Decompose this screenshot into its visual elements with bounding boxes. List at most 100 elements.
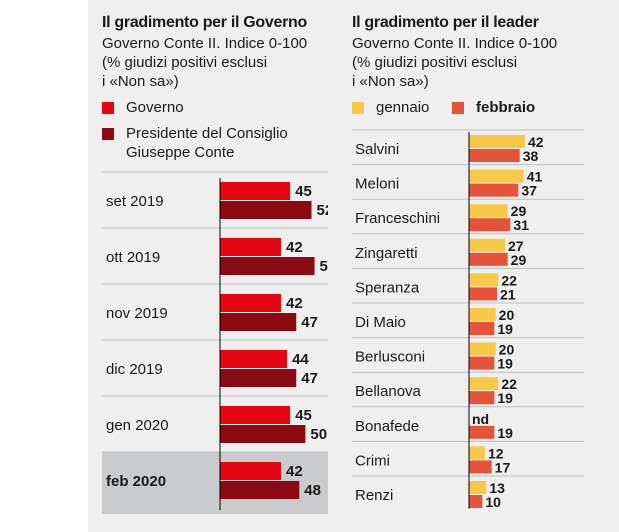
value-label-governo: 42 bbox=[286, 239, 303, 256]
bar-gennaio bbox=[469, 169, 524, 183]
leader-name-label: Franceschini bbox=[355, 210, 440, 227]
legend-label-governo: Governo bbox=[126, 99, 184, 116]
legend-swatch-febbraio bbox=[452, 102, 464, 114]
infographic-background bbox=[88, 0, 619, 532]
bar-gennaio bbox=[469, 135, 526, 148]
value-label-gennaio-nd: nd bbox=[472, 411, 489, 427]
governo-chart-subtitle: Governo Conte II. Indice 0-100 (% giudiz… bbox=[102, 34, 342, 91]
value-label-premier: 48 bbox=[304, 482, 321, 499]
value-label-febbraio: 17 bbox=[495, 459, 511, 475]
bar-governo bbox=[220, 238, 281, 256]
subtitle-line: Governo Conte II. Indice 0-100 bbox=[102, 35, 308, 52]
subtitle-line: Governo Conte II. Indice 0-100 bbox=[352, 35, 558, 52]
value-label-febbraio: 31 bbox=[513, 217, 529, 233]
bar-gennaio bbox=[469, 273, 499, 287]
value-label-premier: 52 bbox=[317, 202, 329, 219]
value-label-gennaio: 12 bbox=[488, 445, 504, 461]
value-label-febbraio: 19 bbox=[497, 356, 513, 372]
leader-name-label: Meloni bbox=[355, 176, 399, 193]
leader-name-label: Di Maio bbox=[355, 314, 406, 331]
value-label-premier: 50 bbox=[310, 426, 327, 443]
leader-name-label: Zingaretti bbox=[355, 245, 418, 262]
leader-name-label: Berlusconi bbox=[355, 349, 425, 366]
subtitle-line: (% giudizi positivi esclusi bbox=[352, 54, 518, 71]
value-label-premier: 47 bbox=[301, 370, 318, 387]
value-label-gennaio: 27 bbox=[508, 238, 524, 254]
value-label-gennaio: 13 bbox=[489, 480, 505, 496]
leader-name-label: Salvini bbox=[355, 141, 399, 158]
value-label-gennaio: 29 bbox=[511, 203, 527, 219]
bar-governo bbox=[220, 350, 288, 368]
bar-febbraio bbox=[469, 356, 495, 370]
value-label-febbraio: 10 bbox=[485, 494, 501, 510]
category-label: set 2019 bbox=[106, 193, 164, 210]
bar-premier bbox=[220, 313, 297, 331]
value-label-governo: 44 bbox=[292, 351, 309, 368]
bar-premier bbox=[220, 425, 306, 443]
category-label: dic 2019 bbox=[106, 361, 163, 378]
bar-gennaio bbox=[469, 342, 496, 356]
subtitle-line: (% giudizi positivi esclusi bbox=[102, 54, 268, 71]
bar-gennaio bbox=[469, 238, 506, 252]
value-label-gennaio: 42 bbox=[528, 134, 544, 150]
bar-febbraio bbox=[469, 322, 495, 335]
bar-febbraio bbox=[469, 218, 511, 232]
legend-swatch-premier bbox=[102, 128, 114, 140]
value-label-gennaio: 41 bbox=[527, 169, 543, 185]
bar-febbraio bbox=[469, 287, 498, 301]
bar-governo bbox=[220, 294, 281, 312]
bar-gennaio bbox=[469, 481, 487, 494]
bar-premier bbox=[220, 481, 300, 499]
bar-febbraio bbox=[469, 183, 519, 197]
bar-premier bbox=[220, 257, 315, 275]
value-label-febbraio: 19 bbox=[497, 321, 513, 337]
value-label-febbraio: 21 bbox=[500, 286, 516, 302]
value-label-febbraio: 37 bbox=[521, 183, 537, 199]
legend-swatch-gennaio bbox=[352, 102, 364, 114]
bar-governo bbox=[220, 406, 291, 424]
bar-gennaio bbox=[469, 377, 499, 391]
bar-febbraio bbox=[469, 495, 483, 508]
bar-febbraio bbox=[469, 149, 520, 162]
bar-gennaio bbox=[469, 204, 508, 218]
leader-name-label: Bellanova bbox=[355, 383, 422, 400]
bar-premier bbox=[220, 369, 297, 387]
value-label-gennaio: 20 bbox=[499, 342, 515, 358]
category-label: ott 2019 bbox=[106, 249, 160, 266]
legend-label-premier: Presidente del Consiglio Giuseppe Conte bbox=[126, 125, 288, 161]
governo-bar-chart: set 2019 45 52 ott 2019 42 53 nov 2019 42 47 dic … bbox=[102, 171, 329, 514]
legend-label-febbraio: febbraio bbox=[476, 99, 536, 116]
bar-febbraio bbox=[469, 391, 495, 405]
leader-chart-title: Il gradimento per il leader bbox=[352, 14, 539, 31]
value-label-governo: 42 bbox=[286, 295, 303, 312]
bar-febbraio bbox=[469, 425, 495, 439]
bar-febbraio bbox=[469, 460, 492, 474]
value-label-gennaio: 22 bbox=[501, 272, 517, 288]
subtitle-line: i «Non sa») bbox=[352, 73, 429, 90]
value-label-febbraio: 29 bbox=[511, 252, 527, 268]
category-label: gen 2020 bbox=[106, 417, 169, 434]
value-label-gennaio: 22 bbox=[501, 376, 517, 392]
leader-panel: Il gradimento per il leader Governo Cont… bbox=[352, 0, 592, 532]
governo-panel: Il gradimento per il Governo Governo Con… bbox=[102, 0, 328, 532]
leader-name-label: Renzi bbox=[355, 487, 393, 504]
leader-name-label: Crimi bbox=[355, 452, 390, 469]
value-label-febbraio: 38 bbox=[523, 148, 539, 164]
leader-chart-subtitle: Governo Conte II. Indice 0-100 (% giudiz… bbox=[352, 34, 592, 91]
governo-chart-title: Il gradimento per il Governo bbox=[102, 14, 307, 31]
bar-premier bbox=[220, 201, 312, 219]
legend-swatch-governo bbox=[102, 102, 114, 114]
leader-name-label: Bonafede bbox=[355, 418, 419, 435]
subtitle-line: i «Non sa») bbox=[102, 73, 179, 90]
value-label-governo: 42 bbox=[286, 463, 303, 480]
bar-governo bbox=[220, 462, 281, 480]
value-label-febbraio: 19 bbox=[497, 390, 513, 406]
bar-gennaio bbox=[469, 308, 496, 321]
category-label: nov 2019 bbox=[106, 305, 168, 322]
bar-governo bbox=[220, 182, 291, 200]
bar-gennaio bbox=[469, 446, 486, 460]
leader-name-label: Speranza bbox=[355, 279, 420, 296]
bar-febbraio bbox=[469, 252, 508, 266]
value-label-premier: 53 bbox=[320, 258, 328, 275]
